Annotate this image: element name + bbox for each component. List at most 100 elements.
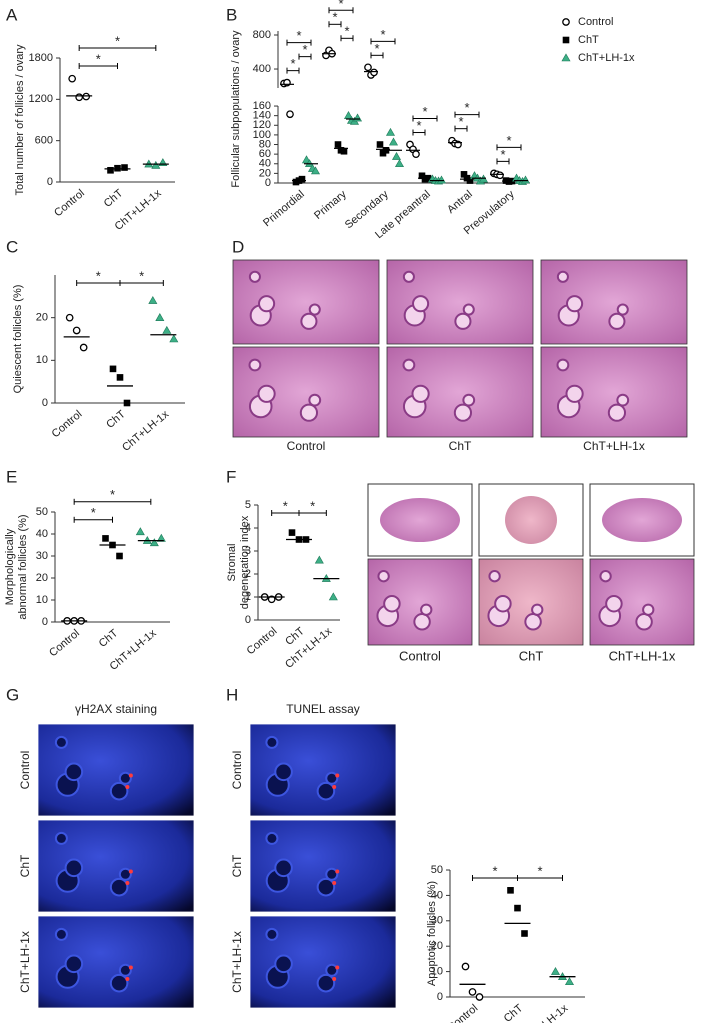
- follicle: [308, 393, 322, 407]
- follicle: [420, 603, 433, 616]
- significance-label: *: [310, 498, 315, 513]
- point: [267, 595, 276, 604]
- y-tick-label: 20: [431, 940, 443, 952]
- point: [155, 313, 165, 321]
- follicle: [635, 613, 653, 631]
- y-tick-label: 30: [431, 915, 443, 927]
- y-axis-label: Morphologically: [4, 528, 16, 605]
- column-label: ChT: [449, 439, 472, 453]
- point: [82, 92, 91, 101]
- point: [412, 150, 420, 158]
- column-label: ChT+LH-1x: [609, 648, 676, 663]
- follicle: [453, 403, 473, 422]
- point: [135, 527, 145, 536]
- follicle: [257, 384, 276, 403]
- point: [310, 166, 321, 175]
- y-tick-label: 100: [253, 129, 271, 141]
- legend-label: ChT: [578, 34, 599, 46]
- row-label: Control: [230, 751, 244, 790]
- follicle: [402, 270, 415, 283]
- x-tick-label: ChT: [97, 627, 121, 650]
- significance-label: *: [344, 24, 349, 39]
- follicle: [316, 781, 336, 801]
- y-axis-label: degeneration index: [239, 515, 251, 609]
- point: [496, 171, 504, 180]
- panel-letter: E: [6, 467, 17, 486]
- follicle: [118, 771, 132, 785]
- significance-label: *: [422, 104, 427, 119]
- x-tick-label: Control: [50, 408, 85, 440]
- point: [116, 552, 123, 560]
- follicle: [248, 358, 262, 372]
- point: [364, 63, 372, 72]
- x-tick-label: ChT: [102, 187, 126, 210]
- y-tick-label: 40: [259, 158, 271, 170]
- follicle: [325, 771, 339, 785]
- follicle: [599, 570, 612, 583]
- y-tick-label: 0: [42, 397, 48, 409]
- y-tick-label: 20: [259, 167, 271, 179]
- significance-label: *: [380, 27, 385, 42]
- point: [561, 53, 571, 62]
- y-tick-label: 0: [437, 991, 443, 1003]
- y-tick-label: 600: [35, 135, 53, 147]
- follicle: [325, 867, 339, 881]
- panel-letter: B: [226, 5, 237, 24]
- x-tick-label: ChT+LH-1x: [120, 408, 171, 454]
- significance-label: *: [500, 147, 505, 162]
- point: [116, 374, 124, 381]
- y-tick-label: 20: [36, 572, 48, 584]
- y-tick-label: 3: [245, 545, 251, 557]
- y-tick-label: 2: [245, 568, 251, 580]
- point: [468, 988, 477, 996]
- y-tick-label: 160: [253, 100, 271, 112]
- ovary-overview: [505, 496, 557, 544]
- y-tick-label: 10: [36, 354, 48, 366]
- signal: [125, 977, 130, 982]
- point: [288, 529, 296, 536]
- point: [75, 93, 84, 102]
- point: [550, 966, 561, 975]
- point: [298, 175, 306, 183]
- row-label: ChT: [230, 854, 244, 877]
- significance-label: *: [110, 487, 115, 502]
- significance-label: *: [537, 863, 542, 878]
- follicle: [109, 877, 129, 897]
- y-tick-label: 50: [431, 864, 443, 876]
- follicle: [54, 831, 68, 845]
- column-label: Control: [399, 648, 441, 663]
- point: [114, 164, 121, 172]
- signal: [125, 785, 130, 790]
- follicle: [462, 303, 475, 316]
- point: [109, 365, 117, 373]
- y-tick-label: 40: [36, 528, 48, 540]
- significance-label: *: [139, 268, 144, 283]
- follicle: [605, 594, 623, 613]
- point: [123, 399, 131, 407]
- point: [334, 141, 342, 148]
- point: [79, 343, 88, 352]
- follicle: [54, 735, 68, 749]
- y-axis-label: Quiescent follicles (%): [12, 285, 24, 394]
- significance-label: *: [338, 0, 343, 11]
- follicle: [265, 831, 279, 845]
- column-label: ChT: [519, 648, 544, 663]
- signal: [335, 965, 340, 970]
- point: [391, 151, 402, 160]
- panel-title: TUNEL assay: [286, 702, 360, 716]
- y-tick-label: 20: [36, 312, 48, 324]
- y-tick-label: 4: [245, 522, 251, 534]
- follicle: [494, 594, 512, 613]
- y-axis-label: Apoptotic follicles (%): [426, 881, 438, 986]
- significance-label: *: [290, 56, 295, 71]
- point: [385, 127, 396, 136]
- point: [382, 146, 390, 154]
- follicle: [413, 613, 431, 631]
- panel-letter: A: [6, 5, 18, 24]
- follicle: [566, 295, 584, 313]
- follicle: [274, 954, 293, 974]
- panel-letter: F: [226, 467, 236, 486]
- row-label: Control: [18, 751, 32, 790]
- panel-title: γH2AX staining: [75, 702, 157, 716]
- significance-label: *: [458, 114, 463, 129]
